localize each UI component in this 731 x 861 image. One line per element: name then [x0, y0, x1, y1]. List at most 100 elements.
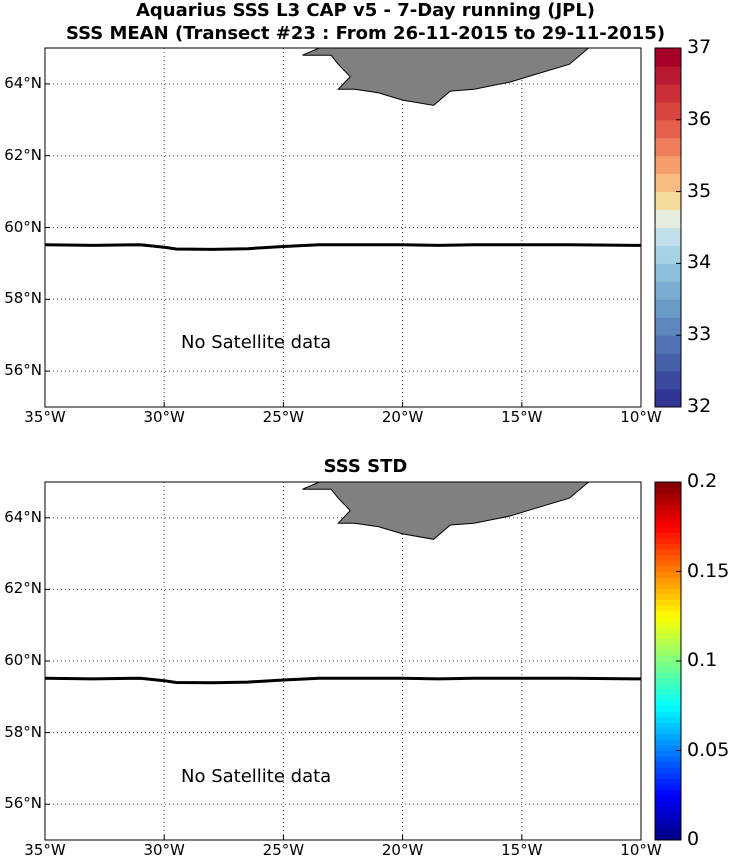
std-colorbar-segment-37 — [655, 627, 681, 634]
mean-no-data-text: No Satellite data — [181, 332, 332, 353]
std-lon-tick-label: 25°W — [262, 841, 305, 859]
std-colorbar-segment-6 — [655, 800, 681, 807]
std-colorbar-segment-24 — [655, 700, 681, 707]
std-colorbar-segment-33 — [655, 649, 681, 656]
mean-colorbar-segment-0 — [655, 389, 681, 408]
std-colorbar-segment-50 — [655, 554, 681, 561]
std-colorbar-segment-39 — [655, 616, 681, 623]
std-colorbar-segment-2 — [655, 823, 681, 830]
std-lon-tick-label: 10°W — [620, 841, 662, 859]
std-colorbar-segment-0 — [655, 834, 681, 841]
std-colorbar-segment-29 — [655, 672, 681, 679]
std-colorbar-segment-42 — [655, 599, 681, 606]
std-colorbar-segment-41 — [655, 605, 681, 612]
mean-lon-tick-label: 25°W — [262, 408, 305, 426]
std-colorbar-segment-38 — [655, 621, 681, 628]
std-colorbar-tick-label: 0 — [687, 828, 700, 850]
std-colorbar-segment-10 — [655, 778, 681, 785]
mean-lat-tick-label: 60°N — [4, 217, 42, 236]
mean-colorbar-segment-9 — [655, 227, 681, 246]
mean-lon-tick-label: 15°W — [501, 408, 543, 426]
mean-lon-tick-label: 35°W — [24, 408, 66, 426]
std-colorbar-segment-56 — [655, 521, 681, 528]
std-lon-tick-label: 30°W — [143, 841, 185, 859]
mean-colorbar-segment-18 — [655, 65, 681, 85]
mean-colorbar-segment-15 — [655, 119, 681, 139]
std-lat-tick-label: 62°N — [4, 579, 42, 598]
mean-colorbar-tick-label: 37 — [687, 36, 712, 58]
std-colorbar-tick-label: 0.05 — [687, 738, 730, 761]
std-colorbar-segment-26 — [655, 688, 681, 696]
std-colorbar-segment-1 — [655, 828, 681, 835]
std-colorbar-segment-19 — [655, 728, 681, 735]
std-colorbar-segment-32 — [655, 655, 681, 662]
mean-transect-line — [44, 243, 642, 251]
std-colorbar-segment-18 — [655, 733, 681, 740]
std-map-background — [45, 482, 641, 840]
mean-colorbar-segment-11 — [655, 191, 681, 211]
std-colorbar-segment-48 — [655, 565, 681, 572]
mean-colorbar-frame — [654, 47, 682, 408]
std-lat-tick-label: 64°N — [4, 507, 42, 526]
mean-colorbar-segment-10 — [655, 209, 681, 228]
std-colorbar-segment-62 — [655, 487, 681, 494]
std-colorbar-frame — [654, 481, 682, 841]
mean-colorbar-segment-16 — [655, 101, 681, 121]
std-colorbar-segment-14 — [655, 756, 681, 763]
std-lat-tick-label: 58°N — [4, 722, 42, 741]
mean-colorbar-segment-4 — [655, 317, 681, 336]
std-colorbar-segment-61 — [655, 493, 681, 500]
std-colorbar-segment-49 — [655, 560, 681, 567]
std-colorbar-segment-15 — [655, 750, 681, 757]
std-colorbar-segment-13 — [655, 761, 681, 768]
panel2-title: SSS STD — [323, 456, 408, 477]
mean-colorbar-segment-8 — [655, 245, 681, 264]
std-colorbar-segment-36 — [655, 633, 681, 640]
mean-colorbar-segment-19 — [655, 48, 681, 67]
mean-colorbar-segment-5 — [655, 299, 681, 318]
mean-lat-tick-label: 58°N — [4, 289, 42, 308]
std-colorbar-segment-27 — [655, 683, 681, 690]
std-colorbar-segment-46 — [655, 577, 681, 584]
title-line-2: SSS MEAN (Transect #23 : From 26-11-2015… — [65, 23, 666, 44]
std-colorbar-tick-label: 0.1 — [687, 649, 718, 671]
std-lat-tick-label: 56°N — [4, 794, 42, 813]
std-colorbar-segment-20 — [655, 722, 681, 729]
std-colorbar-segment-63 — [655, 482, 681, 489]
mean-colorbar-segment-7 — [655, 263, 681, 282]
mean-lat-tick-label: 64°N — [4, 73, 42, 92]
mean-colorbar-tick-label: 32 — [687, 395, 712, 417]
mean-lat-tick-label: 62°N — [4, 145, 42, 164]
std-colorbar-segment-11 — [655, 772, 681, 779]
std-colorbar-segment-21 — [655, 716, 681, 724]
std-colorbar-segment-17 — [655, 739, 681, 746]
std-colorbar-segment-30 — [655, 666, 681, 673]
mean-colorbar-segment-6 — [655, 281, 681, 300]
std-transect-line — [44, 676, 642, 685]
mean-lon-tick-label: 20°W — [381, 408, 424, 426]
std-colorbar-segment-3 — [655, 817, 681, 824]
std-colorbar-segment-35 — [655, 638, 681, 645]
mean-landmass-iceland — [302, 47, 590, 106]
std-colorbar-segment-8 — [655, 789, 681, 796]
std-no-data-text: No Satellite data — [181, 766, 332, 787]
std-colorbar-segment-53 — [655, 537, 681, 545]
std-colorbar-segment-34 — [655, 644, 681, 651]
mean-colorbar-segment-1 — [655, 371, 681, 390]
std-colorbar-segment-55 — [655, 526, 681, 533]
mean-colorbar-segment-12 — [655, 173, 681, 193]
std-colorbar-segment-5 — [655, 806, 681, 813]
std-colorbar-segment-23 — [655, 705, 681, 712]
mean-colorbar-tick-label: 35 — [687, 179, 712, 202]
title-line-1: Aquarius SSS L3 CAP v5 - 7-Day running (… — [135, 0, 596, 21]
mean-colorbar-tick-label: 34 — [687, 251, 712, 274]
std-colorbar-segment-51 — [655, 549, 681, 556]
mean-lon-tick-label: 10°W — [620, 408, 662, 426]
std-colorbar-segment-12 — [655, 767, 681, 774]
std-colorbar-segment-40 — [655, 610, 681, 617]
std-lon-tick-label: 35°W — [24, 841, 66, 859]
mean-colorbar-tick-label: 36 — [687, 107, 712, 130]
mean-colorbar-tick-label: 33 — [687, 323, 712, 346]
std-colorbar-segment-16 — [655, 744, 681, 751]
